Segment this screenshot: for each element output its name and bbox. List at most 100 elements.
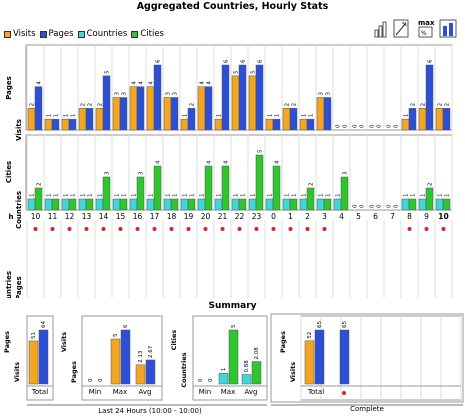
summary-stats-visits-bar bbox=[110, 338, 121, 385]
hour-tick-label: 14 bbox=[99, 212, 109, 221]
summary-geo-cities-bar bbox=[251, 361, 262, 385]
countries-cities-data-label: 1 bbox=[200, 194, 206, 198]
countries-cities-data-label: 1 bbox=[64, 194, 70, 198]
hour-tick-label: 21 bbox=[218, 212, 228, 221]
hour-tick-label: 3 bbox=[322, 212, 327, 221]
summary-stats-visits-bar-label: 0 bbox=[88, 378, 94, 382]
summary-total-pages-bar-label: 64 bbox=[41, 321, 47, 328]
countries-cities-data-label: 1 bbox=[241, 194, 247, 198]
visits-pages-data-label: 0 bbox=[387, 124, 393, 128]
stacked-chart-icon[interactable] bbox=[439, 19, 457, 38]
countries-cities-bar-1 bbox=[119, 198, 128, 211]
countries-cities-bar-1 bbox=[153, 165, 162, 211]
summary-axis-pages-3: Pages bbox=[279, 331, 287, 353]
countries-cities-data-label: 1 bbox=[30, 194, 36, 198]
visits-pages-data-label: 1 bbox=[217, 114, 223, 118]
countries-cities-bar-0 bbox=[129, 198, 138, 211]
visits-pages-bar-1 bbox=[255, 64, 264, 131]
countries-cities-data-label: 0 bbox=[370, 204, 376, 208]
legend-item-cities[interactable]: Cities bbox=[131, 29, 164, 39]
countries-cities-bar-0 bbox=[316, 198, 325, 211]
max-scale-icon[interactable]: max % bbox=[418, 19, 435, 38]
visits-pages-bar-0 bbox=[214, 118, 223, 131]
visits-pages-data-label: 1 bbox=[71, 114, 77, 118]
visits-pages-bar-0 bbox=[129, 86, 138, 131]
visits-pages-data-label: 3 bbox=[173, 92, 179, 96]
summary-geo-countries-bar bbox=[218, 372, 229, 385]
countries-cities-bar-0 bbox=[163, 198, 172, 211]
legend-item-pages[interactable]: Pages bbox=[39, 29, 74, 39]
hour-tick-label: 8 bbox=[407, 212, 412, 221]
countries-cities-bar-0 bbox=[197, 198, 206, 211]
visits-pages-bar-0 bbox=[44, 118, 53, 131]
countries-cities-data-label: 1 bbox=[285, 194, 291, 198]
visits-pages-data-label: 2 bbox=[98, 103, 104, 107]
visits-pages-data-label: 1 bbox=[183, 114, 189, 118]
countries-cities-data-label: 1 bbox=[234, 194, 240, 198]
countries-cities-data-label: 5 bbox=[258, 149, 264, 153]
visits-pages-data-label: 6 bbox=[224, 59, 230, 63]
visits-pages-bar-0 bbox=[95, 108, 104, 131]
summary-stats-pages-bar bbox=[145, 359, 156, 385]
visits-pages-data-label: 0 bbox=[377, 124, 383, 128]
visits-pages-data-label: 6 bbox=[428, 59, 434, 63]
visits-pages-bar-1 bbox=[323, 97, 332, 131]
countries-cities-data-label: 3 bbox=[139, 171, 145, 175]
visits-pages-bar-1 bbox=[51, 118, 60, 131]
chart-toolbar: % max % bbox=[372, 18, 464, 38]
visits-pages-data-label: 2 bbox=[421, 103, 427, 107]
summary-stats-pages-bar-label: 6 bbox=[123, 324, 129, 328]
visits-pages-data-label: 2 bbox=[445, 103, 451, 107]
footer-right-label: Complete bbox=[350, 405, 384, 413]
legend-swatch-visits bbox=[4, 30, 11, 38]
visits-pages-data-label: 0 bbox=[360, 124, 366, 128]
countries-cities-data-label: 1 bbox=[404, 194, 410, 198]
countries-cities-bar-0 bbox=[265, 198, 274, 211]
summary-total-visits-bar bbox=[28, 340, 39, 385]
visits-pages-bar-0 bbox=[163, 97, 172, 131]
visits-pages-bar-1 bbox=[68, 118, 77, 131]
countries-cities-bar-1 bbox=[51, 198, 60, 211]
visits-pages-data-label: 1 bbox=[309, 114, 315, 118]
visits-pages-bar-1 bbox=[136, 86, 145, 131]
visits-pages-bar-0 bbox=[146, 86, 155, 131]
top-country-flag bbox=[50, 227, 55, 231]
summary-stats-pages-bar-label: 2.67 bbox=[148, 345, 154, 358]
hour-tick-label: 15 bbox=[116, 212, 126, 221]
countries-cities-data-label: 1 bbox=[292, 194, 298, 198]
countries-cities-bar-0 bbox=[299, 198, 308, 211]
summary-panel: Pages Visits 51 64 Total Visits Pages 0 0 Min 5 6 Ma… bbox=[0, 312, 465, 415]
countries-cities-bar-0 bbox=[78, 198, 87, 211]
summary-stats-pages-bar bbox=[120, 329, 131, 385]
summary-axis-visits: Visits bbox=[13, 362, 21, 382]
bar-chart-icon[interactable] bbox=[374, 21, 387, 38]
countries-cities-data-label: 1 bbox=[445, 194, 451, 198]
countries-cities-data-label: 1 bbox=[326, 194, 332, 198]
top-country-flag bbox=[322, 227, 327, 231]
svg-text:%: % bbox=[421, 30, 427, 37]
summary-geo-cities-bar-label: 2.08 bbox=[254, 347, 260, 360]
countries-cities-data-label: 1 bbox=[319, 194, 325, 198]
top-country-flag bbox=[441, 227, 446, 231]
countries-cities-data-label: 4 bbox=[224, 160, 230, 164]
legend-swatch-countries bbox=[77, 30, 85, 38]
countries-cities-bar-1 bbox=[221, 165, 230, 211]
visits-pages-data-label: 2 bbox=[190, 103, 196, 107]
visits-pages-data-label: 5 bbox=[105, 70, 111, 74]
hour-tick-label: 10 bbox=[31, 212, 41, 221]
hour-tick-label: 9 bbox=[424, 212, 429, 221]
visits-pages-bar-0 bbox=[282, 108, 291, 131]
visits-pages-bar-0 bbox=[418, 108, 427, 131]
top-country-flag bbox=[220, 227, 225, 231]
hour-tick-label: 20 bbox=[201, 212, 211, 221]
legend-item-visits[interactable]: Visits bbox=[4, 29, 36, 39]
visits-pages-bar-1 bbox=[221, 64, 230, 131]
legend-item-countries[interactable]: Countries bbox=[77, 29, 127, 39]
percent-chart-icon[interactable]: % bbox=[393, 19, 409, 38]
summary-geo-cities-bar-label: 0 bbox=[208, 378, 214, 382]
countries-cities-data-label: 1 bbox=[251, 194, 257, 198]
top-country-flag bbox=[101, 227, 106, 231]
visits-pages-data-label: 1 bbox=[275, 114, 281, 118]
summary-geo-cities-bar-label: 5 bbox=[231, 324, 237, 328]
